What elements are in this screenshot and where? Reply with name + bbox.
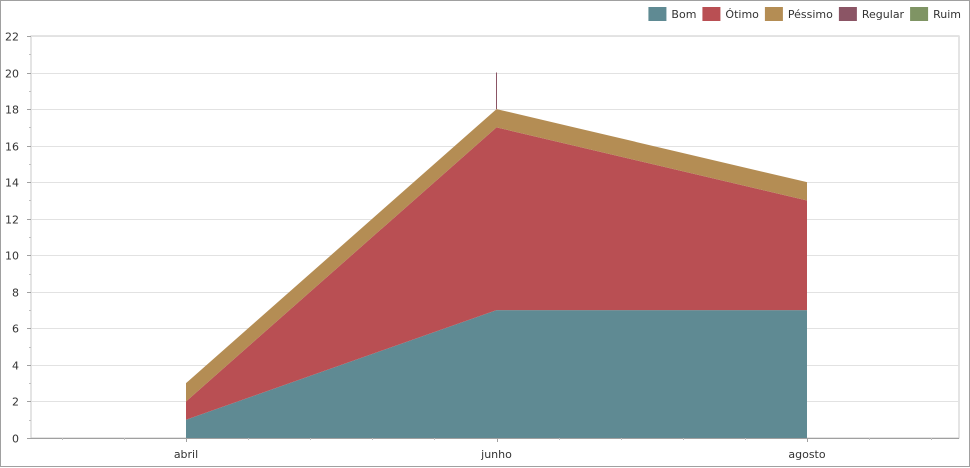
x-tick-label: junho (480, 448, 512, 461)
y-tick-label: 6 (12, 323, 19, 336)
legend-swatch (764, 7, 783, 21)
legend-label: Regular (862, 8, 905, 21)
y-tick-label: 0 (12, 433, 19, 446)
legend-label: Ruim (933, 8, 961, 21)
y-tick-label: 4 (12, 360, 19, 373)
y-tick-label: 20 (5, 68, 19, 81)
legend-swatch (648, 7, 667, 21)
legend[interactable]: Bom Ótimo Péssimo Regular Ruim (648, 7, 961, 21)
legend-swatch (838, 7, 857, 21)
x-tick-label: abril (174, 448, 198, 461)
y-tick-label: 8 (12, 287, 19, 300)
legend-item-ruim[interactable]: Ruim (910, 7, 961, 21)
y-tick-label: 14 (5, 177, 19, 190)
area-layer (186, 72, 807, 438)
legend-item-otimo[interactable]: Ótimo (702, 7, 759, 21)
legend-swatch (910, 7, 929, 21)
y-tick-label: 10 (5, 250, 19, 263)
legend-swatch (702, 7, 721, 21)
y-tick-label: 18 (5, 104, 19, 117)
area-bom (186, 310, 807, 438)
x-tick-label: agosto (788, 448, 825, 461)
area-otimo (186, 127, 807, 420)
y-tick-label: 12 (5, 214, 19, 227)
y-tick-label: 16 (5, 141, 19, 154)
legend-item-pessimo[interactable]: Péssimo (764, 7, 833, 21)
y-tick-label: 2 (12, 396, 19, 409)
legend-item-regular[interactable]: Regular (838, 7, 905, 21)
axis-layer: 0 2 4 6 8 10 12 14 16 18 20 22 abril junho agosto (5, 31, 959, 461)
legend-label: Bom (671, 8, 696, 21)
y-tick-label: 22 (5, 31, 19, 44)
legend-label: Péssimo (788, 8, 833, 21)
legend-label: Ótimo (725, 8, 759, 21)
legend-item-bom[interactable]: Bom (648, 7, 696, 21)
